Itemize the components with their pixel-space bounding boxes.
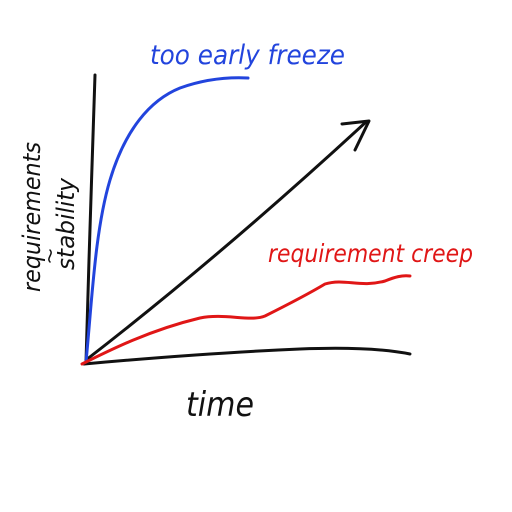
time-label: time	[186, 385, 254, 425]
requirement-creep-curve	[80, 274, 412, 366]
y-axis-label: requirements stability	[18, 142, 80, 292]
y-label-squiggle	[48, 249, 52, 263]
x-axis	[82, 346, 412, 366]
y-axis-label-line2: stability	[52, 177, 80, 270]
too-early-freeze-label: too early freeze	[150, 40, 345, 71]
too-early-freeze-curve	[84, 76, 250, 364]
ideal-arrow-line	[84, 120, 368, 362]
y-axis	[84, 73, 97, 364]
y-axis-label-line1: requirements	[18, 142, 46, 292]
arrow-head-icon	[340, 119, 371, 152]
requirement-creep-label: requirement creep	[268, 239, 473, 268]
